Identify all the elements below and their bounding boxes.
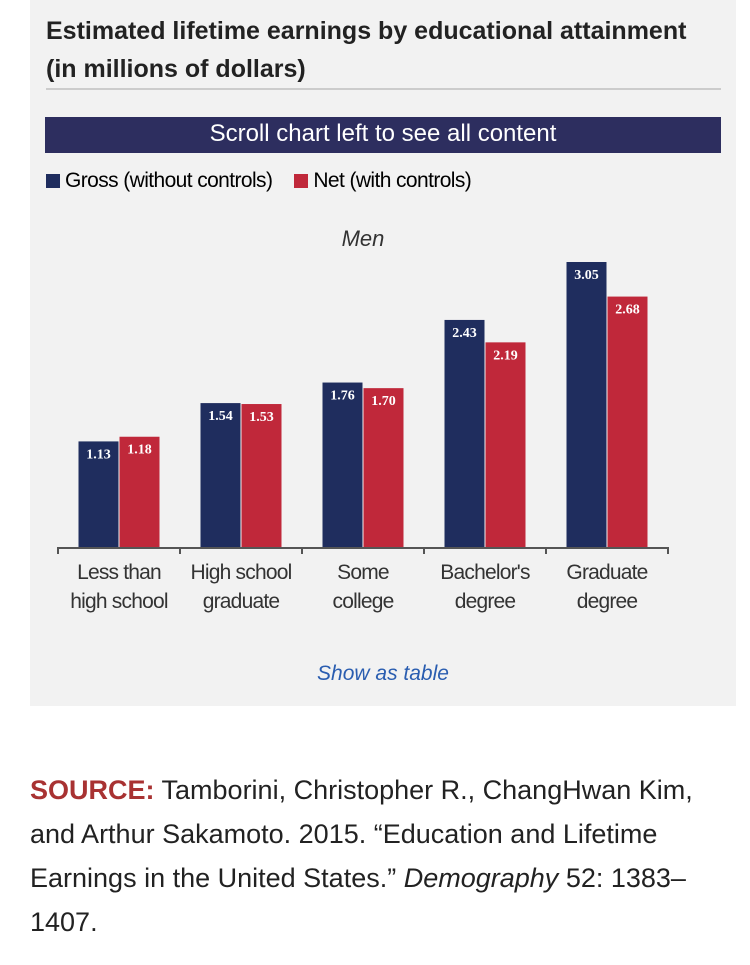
- data-label-gross-0: 1.13: [86, 447, 111, 462]
- chart-title: Estimated lifetime earnings by education…: [46, 17, 687, 83]
- source-label: SOURCE:: [30, 775, 155, 805]
- bar-gross-3: [444, 319, 485, 547]
- show-as-table-link[interactable]: Show as table: [317, 662, 449, 685]
- legend-item-net: Net (with controls): [294, 169, 472, 193]
- title-divider: [46, 88, 721, 90]
- legend-label-gross: Gross (without controls): [65, 169, 273, 192]
- data-label-net-3: 2.19: [493, 348, 518, 363]
- x-tick-label-2-1: college: [333, 590, 394, 613]
- x-tick-label-1-0: High school: [191, 561, 292, 584]
- bar-gross-4: [566, 262, 607, 547]
- bar-net-2: [363, 388, 404, 547]
- x-tick-label-2-0: Some: [337, 561, 389, 584]
- bar-gross-0: [78, 441, 119, 547]
- legend-item-gross: Gross (without controls): [46, 169, 273, 193]
- x-tick-label-4-1: degree: [577, 590, 638, 613]
- source-citation: SOURCE: Tamborini, Christopher R., Chang…: [30, 768, 730, 944]
- x-tick-label-3-0: Bachelor's: [440, 561, 530, 584]
- bar-gross-2: [322, 382, 363, 547]
- bar-net-4: [607, 296, 648, 547]
- bar-net-3: [485, 342, 526, 547]
- chart-subtitle: Men: [342, 226, 385, 251]
- data-label-net-4: 2.68: [615, 303, 640, 318]
- x-tick-label-0-1: high school: [70, 590, 168, 613]
- bar-net-1: [241, 404, 282, 547]
- legend: Gross (without controls) Net (with contr…: [46, 166, 493, 196]
- data-label-gross-2: 1.76: [330, 389, 355, 404]
- source-citation-tail: 52: 1383–1407.: [30, 863, 686, 937]
- data-label-gross-3: 2.43: [452, 326, 477, 341]
- bar-gross-1: [200, 403, 241, 547]
- x-tick-label-3-1: degree: [455, 590, 516, 613]
- x-tick-label-0-0: Less than: [77, 561, 161, 584]
- bar-net-0: [119, 436, 160, 547]
- data-label-net-2: 1.70: [371, 394, 396, 409]
- source-text: Tamborini, Christopher R., ChangHwan Kim…: [30, 775, 693, 893]
- x-tick-label-1-1: graduate: [203, 590, 280, 613]
- legend-label-net: Net (with controls): [313, 169, 472, 192]
- legend-swatch-net: [294, 174, 309, 188]
- legend-swatch-gross: [46, 174, 60, 188]
- x-tick-label-4-0: Graduate: [566, 561, 647, 584]
- data-label-gross-4: 3.05: [574, 268, 599, 283]
- source-journal: Demography: [403, 863, 559, 893]
- bar-chart: Men 1.13 1.18 Less than high school 1.54 1.53 H…: [57, 226, 669, 613]
- data-label-net-1: 1.53: [249, 410, 274, 425]
- scroll-banner[interactable]: Scroll chart left to see all content: [45, 117, 721, 153]
- data-label-net-0: 1.18: [127, 443, 152, 458]
- data-label-gross-1: 1.54: [208, 409, 233, 424]
